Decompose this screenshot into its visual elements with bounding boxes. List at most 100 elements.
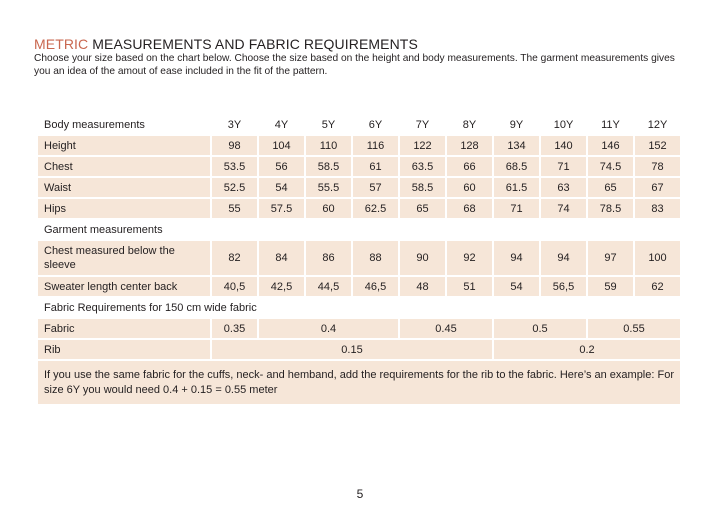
page-number: 5 (356, 487, 364, 501)
table-cell: 0.4 (259, 319, 398, 338)
table-row: Fabric 0.35 0.4 0.45 0.5 0.55 (38, 319, 680, 338)
table-cell: 40,5 (212, 277, 257, 296)
table-cell: 58.5 (400, 178, 445, 197)
table-cell: 55 (212, 199, 257, 218)
table-cell: 86 (306, 241, 351, 275)
table-cell: 116 (353, 136, 398, 155)
table-cell: 61.5 (494, 178, 539, 197)
table-cell: 74 (541, 199, 586, 218)
table-cell: 53.5 (212, 157, 257, 176)
size-header: 8Y (462, 118, 477, 131)
size-header: 4Y (274, 118, 289, 131)
table-row: Hips 55 57.5 60 62.5 65 68 71 74 78.5 83 (38, 199, 680, 218)
row-label: Fabric (38, 319, 210, 338)
table-cell: 90 (400, 241, 445, 275)
table-cell: 54 (494, 277, 539, 296)
table-cell: 94 (541, 241, 586, 275)
table-cell: 152 (635, 136, 680, 155)
table-header-row: Body measurements 3Y 4Y 5Y 6Y 7Y 8Y 9Y 1… (38, 115, 680, 134)
size-header: 5Y (321, 118, 336, 131)
table-cell: 78.5 (588, 199, 633, 218)
table-cell: 63 (541, 178, 586, 197)
table-cell: 48 (400, 277, 445, 296)
table-cell: 0.15 (212, 340, 492, 359)
table-row: Height 98 104 110 116 122 128 134 140 14… (38, 136, 680, 155)
row-label: Waist (38, 178, 210, 197)
table-cell: 94 (494, 241, 539, 275)
table-cell: 83 (635, 199, 680, 218)
table-cell: 100 (635, 241, 680, 275)
row-label: Height (38, 136, 210, 155)
body-measurements-heading: Body measurements (44, 118, 145, 131)
table-cell: 71 (541, 157, 586, 176)
title-text: MEASUREMENTS AND FABRIC REQUIREMENTS (88, 36, 418, 52)
table-cell: 63.5 (400, 157, 445, 176)
table-cell: 65 (400, 199, 445, 218)
fabric-note: If you use the same fabric for the cuffs… (38, 361, 680, 404)
table-cell: 92 (447, 241, 492, 275)
table-row: Chest 53.5 56 58.5 61 63.5 66 68.5 71 74… (38, 157, 680, 176)
garment-measurements-heading: Garment measurements (44, 223, 163, 236)
size-header: 7Y (415, 118, 430, 131)
size-chart-table: Body measurements 3Y 4Y 5Y 6Y 7Y 8Y 9Y 1… (36, 113, 682, 406)
table-cell: 0.5 (494, 319, 586, 338)
table-cell: 68.5 (494, 157, 539, 176)
size-header: 11Y (601, 118, 620, 131)
table-cell: 61 (353, 157, 398, 176)
table-cell: 46,5 (353, 277, 398, 296)
table-cell: 0.2 (494, 340, 680, 359)
table-cell: 60 (306, 199, 351, 218)
table-cell: 42,5 (259, 277, 304, 296)
table-cell: 84 (259, 241, 304, 275)
table-cell: 62 (635, 277, 680, 296)
table-row: Rib 0.15 0.2 (38, 340, 680, 359)
table-cell: 60 (447, 178, 492, 197)
table-cell: 140 (541, 136, 586, 155)
table-row: Sweater length center back 40,5 42,5 44,… (38, 277, 680, 296)
row-label: Hips (38, 199, 210, 218)
table-cell: 97 (588, 241, 633, 275)
table-cell: 134 (494, 136, 539, 155)
row-label: Sweater length center back (38, 277, 210, 296)
table-cell: 58.5 (306, 157, 351, 176)
table-cell: 98 (212, 136, 257, 155)
size-header: 9Y (509, 118, 524, 131)
table-row: Waist 52.5 54 55.5 57 58.5 60 61.5 63 65… (38, 178, 680, 197)
size-header: 6Y (368, 118, 383, 131)
fabric-requirements-heading: Fabric Requirements for 150 cm wide fabr… (44, 301, 257, 314)
table-cell: 67 (635, 178, 680, 197)
size-header: 3Y (227, 118, 242, 131)
table-cell: 146 (588, 136, 633, 155)
table-cell: 52.5 (212, 178, 257, 197)
size-header: 12Y (647, 118, 668, 131)
table-cell: 0.35 (212, 319, 257, 338)
section-heading-row: Fabric Requirements for 150 cm wide fabr… (38, 298, 680, 317)
row-label: Chest measured below the sleeve (38, 241, 210, 275)
table-cell: 78 (635, 157, 680, 176)
table-cell: 44,5 (306, 277, 351, 296)
table-cell: 128 (447, 136, 492, 155)
table-cell: 0.55 (588, 319, 680, 338)
table-cell: 54 (259, 178, 304, 197)
table-cell: 88 (353, 241, 398, 275)
table-cell: 122 (400, 136, 445, 155)
table-cell: 0.45 (400, 319, 492, 338)
row-label: Rib (38, 340, 210, 359)
title-accent: METRIC (34, 36, 89, 52)
table-cell: 110 (306, 136, 351, 155)
table-cell: 56 (259, 157, 304, 176)
table-cell: 68 (447, 199, 492, 218)
size-header: 10Y (553, 118, 574, 131)
note-row: If you use the same fabric for the cuffs… (38, 361, 680, 404)
table-cell: 66 (447, 157, 492, 176)
page-title: METRIC MEASUREMENTS AND FABRIC REQUIREME… (34, 36, 418, 52)
table-cell: 65 (588, 178, 633, 197)
intro-paragraph: Choose your size based on the chart belo… (34, 53, 675, 77)
table-cell: 71 (494, 199, 539, 218)
table-cell: 74.5 (588, 157, 633, 176)
row-label: Chest (38, 157, 210, 176)
table-cell: 104 (259, 136, 304, 155)
table-cell: 51 (447, 277, 492, 296)
table-cell: 82 (212, 241, 257, 275)
table-cell: 57 (353, 178, 398, 197)
